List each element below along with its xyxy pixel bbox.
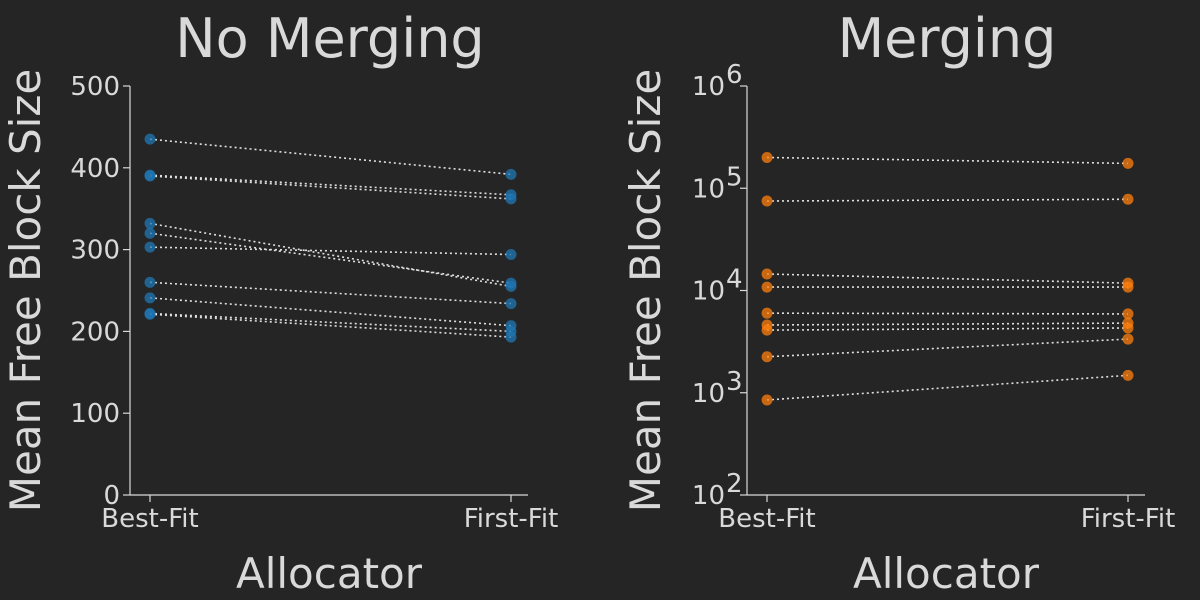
x-tick-label: Best-Fit xyxy=(101,504,198,534)
data-point xyxy=(761,394,773,406)
x-axis-label: Allocator xyxy=(236,549,423,598)
connector-line xyxy=(766,156,1129,165)
connector-line xyxy=(149,281,512,305)
y-tick-label-exponent: 6 xyxy=(726,60,743,90)
data-point xyxy=(144,133,156,145)
y-tick-label-exponent: 2 xyxy=(726,469,743,499)
data-point xyxy=(505,168,517,180)
data-point xyxy=(144,292,156,304)
y-tick-label: 10 xyxy=(692,174,725,204)
chart-title: No Merging xyxy=(175,7,484,70)
y-axis-label: Mean Free Block Size xyxy=(621,69,670,512)
y-tick-label: 100 xyxy=(70,399,120,429)
data-point xyxy=(761,195,773,207)
connector-line xyxy=(149,174,512,196)
data-point xyxy=(761,281,773,293)
data-point xyxy=(761,151,773,163)
connector-line xyxy=(149,175,512,200)
data-point xyxy=(505,331,517,343)
y-tick-label: 200 xyxy=(70,317,120,347)
connector-line xyxy=(149,313,512,338)
x-tick-label: First-Fit xyxy=(1081,504,1176,534)
data-point xyxy=(1122,369,1134,381)
connector-line xyxy=(149,312,512,333)
connector-line xyxy=(149,138,512,176)
data-point xyxy=(144,276,156,288)
y-tick-label-exponent: 4 xyxy=(726,265,743,295)
connector-line xyxy=(766,322,1129,326)
y-tick-label: 10 xyxy=(692,379,725,409)
data-point xyxy=(761,324,773,336)
data-point xyxy=(505,277,517,289)
chart-title: Merging xyxy=(838,7,1057,70)
y-tick-label: 300 xyxy=(70,236,120,266)
data-point xyxy=(505,193,517,205)
connector-line xyxy=(766,338,1129,358)
data-point xyxy=(505,249,517,261)
data-point xyxy=(761,268,773,280)
x-tick-label: First-Fit xyxy=(464,504,559,534)
y-tick-label: 10 xyxy=(692,72,725,102)
x-tick-label: Best-Fit xyxy=(718,504,815,534)
connector-line xyxy=(149,246,512,256)
y-tick-label: 0 xyxy=(103,481,120,511)
data-point xyxy=(761,351,773,363)
connector-line xyxy=(766,312,1129,315)
y-axis-label: Mean Free Block Size xyxy=(1,69,50,512)
connector-line xyxy=(766,273,1129,284)
connector-line xyxy=(766,374,1129,401)
data-point xyxy=(144,170,156,182)
data-point xyxy=(144,308,156,320)
chart-panel-no-merging: No Merging 0 100 200 300 400 500 Best-Fit First-… xyxy=(1,7,558,598)
data-point xyxy=(1122,193,1134,205)
x-axis-label: Allocator xyxy=(853,549,1040,598)
data-point xyxy=(761,307,773,319)
data-point xyxy=(144,217,156,229)
connector-line xyxy=(766,327,1129,331)
connector-line xyxy=(149,297,512,327)
y-tick-label: 10 xyxy=(692,481,725,511)
y-tick-label-exponent: 3 xyxy=(726,367,743,397)
y-tick-label: 10 xyxy=(692,277,725,307)
data-point xyxy=(144,227,156,239)
data-point xyxy=(1122,157,1134,169)
connector-line xyxy=(149,232,512,284)
data-point xyxy=(1122,322,1134,334)
y-tick-label: 400 xyxy=(70,154,120,184)
y-tick-label-exponent: 5 xyxy=(726,162,743,192)
connector-line xyxy=(149,222,512,288)
data-point xyxy=(1122,333,1134,345)
data-point xyxy=(1122,308,1134,320)
data-point xyxy=(144,241,156,253)
data-point xyxy=(1122,281,1134,293)
y-tick-label: 500 xyxy=(70,72,120,102)
connector-line xyxy=(766,198,1129,202)
data-point xyxy=(505,298,517,310)
